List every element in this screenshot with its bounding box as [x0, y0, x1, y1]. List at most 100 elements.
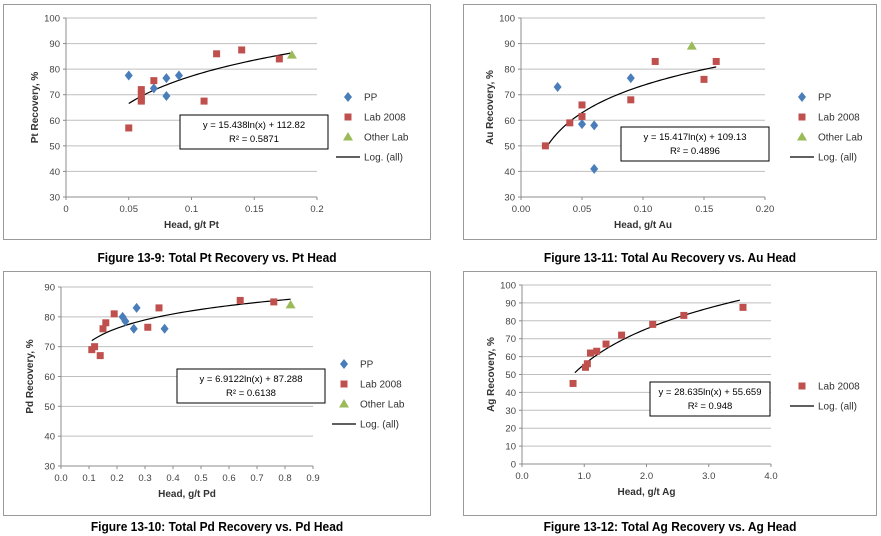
y-tick-label: 100: [44, 14, 60, 25]
legend-item-label: Log. (all): [818, 153, 857, 164]
data-point: [651, 57, 659, 65]
data-point: [110, 310, 118, 318]
legend-marker: [344, 92, 352, 102]
series-lab-2008: [541, 57, 720, 150]
y-tick-label: 70: [49, 90, 60, 101]
data-point: [144, 323, 152, 331]
pd-recovery-scatter-plot: 30 40 50 60 70 80 90 0.0 0.1 0.2 0.3 0.4 0.5 0.6 0.7 0.…: [25, 283, 405, 501]
data-point: [96, 352, 104, 360]
x-tick-label: 0.4: [166, 473, 179, 484]
y-tick-label: 30: [504, 193, 515, 204]
log-trendline: [574, 299, 741, 374]
x-tick-label: 0.0: [54, 473, 67, 484]
ag-recovery-scatter-plot: 0 10 20 30 40 50 60 70 80 90 100 0.0 1.0 2.0 3.0 4.0 Hea…: [486, 281, 860, 499]
data-point: [602, 340, 610, 348]
y-tick-label: 80: [49, 65, 60, 76]
legend-item-label: Lab 2008: [364, 113, 406, 124]
x-tick-label: 0.10: [634, 204, 653, 215]
x-tick-label: 0.00: [512, 204, 531, 215]
data-point: [578, 101, 586, 109]
x-tick-label: 0.15: [245, 204, 264, 215]
data-point: [129, 323, 138, 334]
x-tick-label: 2.0: [640, 471, 653, 482]
legend-marker: [344, 113, 352, 121]
series-lab-2008: [569, 303, 747, 387]
legend-item-label: PP: [360, 360, 374, 371]
x-axis-label: Head, g/t Pd: [158, 489, 216, 500]
legend-item-label: Log. (all): [818, 402, 857, 413]
y-tick-label: 70: [44, 342, 55, 353]
y-tick-label: 60: [504, 116, 515, 127]
legend-marker: [797, 132, 807, 141]
y-tick-label: 80: [44, 312, 55, 323]
data-point: [121, 316, 130, 327]
chart-panel-ag: 0 10 20 30 40 50 60 70 80 90 100 0.0 1.0 2.0 3.0 4.0 Hea…: [463, 271, 877, 516]
caption-figure-13-11: Figure 13-11: Total Au Recovery vs. Au H…: [543, 250, 797, 265]
legend-marker: [339, 399, 349, 408]
y-tick-label: 10: [505, 442, 516, 453]
data-point: [137, 91, 145, 99]
chart-panel-au: 30 40 50 60 70 80 90 100 0.00 0.05 0.10 0.15 0.20 Hea…: [463, 4, 877, 240]
equation-box-border: [649, 381, 771, 417]
data-point: [91, 343, 99, 351]
legend-item-label: Other Lab: [360, 400, 405, 411]
legend-marker: [798, 382, 806, 390]
trendline-equation: y = 28.635ln(x) + 55.659: [659, 387, 762, 398]
x-tick-label: 0.0: [515, 471, 528, 482]
data-point: [541, 142, 549, 150]
data-point: [118, 311, 127, 322]
y-tick-label: 60: [505, 352, 516, 363]
legend-item-label: Lab 2008: [360, 380, 402, 391]
x-tick-label: 0.2: [310, 204, 323, 215]
data-point: [618, 331, 626, 339]
legend-item-label: Lab 2008: [818, 382, 860, 393]
data-point: [137, 97, 145, 105]
data-point: [578, 119, 586, 130]
x-tick-label: 0.8: [278, 473, 291, 484]
au-recovery-scatter-plot: 30 40 50 60 70 80 90 100 0.00 0.05 0.10 0.15 0.20 Hea…: [485, 14, 863, 232]
y-tick-label: 90: [505, 298, 516, 309]
x-tick-label: 0.20: [756, 204, 775, 215]
y-tick-label: 50: [505, 370, 516, 381]
data-point: [137, 86, 145, 94]
data-point: [586, 349, 594, 357]
y-tick-label: 30: [505, 406, 516, 417]
y-tick-label: 80: [504, 65, 515, 76]
data-point: [160, 323, 169, 334]
data-point: [286, 50, 297, 59]
trendline-equation-box: y = 15.417ln(x) + 109.13 R² = 0.4896: [620, 126, 770, 162]
trendline-equation-box: y = 6.9122ln(x) + 87.288 R² = 0.6138: [176, 368, 326, 404]
data-point: [102, 319, 110, 327]
data-point: [162, 90, 171, 101]
data-point: [590, 120, 599, 131]
caption-figure-13-12: Figure 13-12: Total Ag Recovery vs. Ag H…: [543, 519, 797, 534]
chart-panel-pd: 30 40 50 60 70 80 90 0.0 0.1 0.2 0.3 0.4 0.5 0.6 0.7 0.…: [3, 271, 431, 516]
series-lab-2008: [88, 296, 278, 360]
data-point: [238, 46, 246, 54]
y-tick-label: 90: [504, 39, 515, 50]
data-point: [125, 124, 133, 132]
y-tick-label: 90: [49, 39, 60, 50]
x-axis-label: Head, g/t Ag: [618, 487, 676, 498]
r-squared-value: R² = 0.948: [688, 401, 733, 412]
y-tick-label: 50: [44, 402, 55, 413]
trendline-equation-box: y = 15.438ln(x) + 112.82 R² = 0.5871: [179, 114, 329, 150]
series-other-lab: [686, 41, 697, 50]
x-tick-label: 0.7: [250, 473, 263, 484]
data-point: [275, 55, 283, 63]
data-point: [149, 83, 158, 94]
x-tick-label: 4.0: [764, 471, 777, 482]
series-pp: [124, 70, 183, 101]
data-point: [686, 41, 697, 50]
legend: PP Lab 2008 Other Lab Log. (all): [332, 359, 405, 431]
y-tick-label: 60: [49, 116, 60, 127]
data-point: [627, 96, 635, 104]
y-tick-label: 100: [500, 281, 516, 292]
trendline-equation: y = 6.9122ln(x) + 87.288: [200, 374, 303, 385]
legend-item-label: Lab 2008: [818, 113, 860, 124]
legend: PP Lab 2008 Other Lab Log. (all): [790, 92, 863, 164]
data-point: [581, 363, 589, 371]
data-point: [213, 50, 221, 58]
legend-item-label: Other Lab: [818, 133, 863, 144]
data-point: [626, 73, 635, 84]
